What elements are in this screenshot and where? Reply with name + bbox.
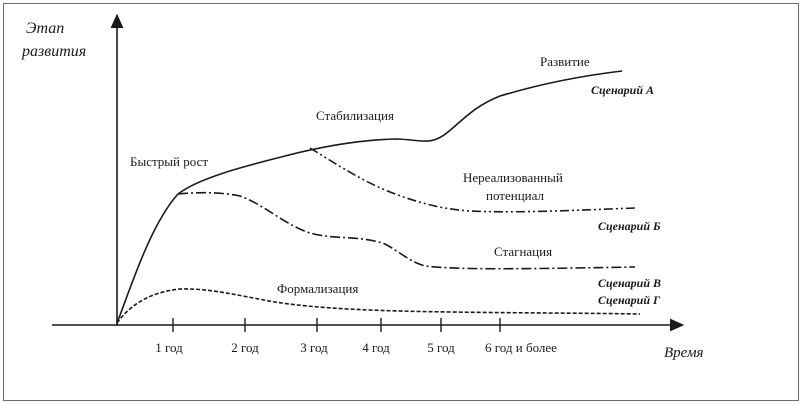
x-tick-label-4: 4 год bbox=[362, 340, 390, 355]
y-axis-label-line1: Этап bbox=[26, 20, 64, 37]
figure-frame bbox=[3, 3, 799, 401]
stage-formalization: Формализация bbox=[277, 281, 358, 296]
scenario-a-curve bbox=[116, 70, 623, 324]
scenario-v-label: Сценарий В bbox=[598, 276, 661, 290]
x-tick-marks bbox=[172, 318, 501, 332]
scenario-b-label: Сценарий Б bbox=[598, 219, 661, 233]
stage-stabilization: Стабилизация bbox=[316, 108, 394, 123]
x-axis-label: Время bbox=[664, 345, 704, 361]
stage-unrealized-line1: Нереализованный bbox=[463, 170, 563, 185]
scenario-v-curve bbox=[177, 191, 636, 270]
x-tick-label-5: 5 год bbox=[427, 340, 455, 355]
x-tick-label-2: 2 год bbox=[231, 340, 259, 355]
x-tick-label-3: 3 год bbox=[300, 340, 328, 355]
stage-development: Развитие bbox=[540, 54, 590, 69]
y-axis-label-line2: развития bbox=[21, 43, 86, 60]
scenario-g-label: Сценарий Г bbox=[598, 293, 661, 307]
x-tick-label-6: 6 год и более bbox=[485, 340, 557, 355]
scenario-a-label: Сценарий А bbox=[591, 83, 654, 97]
stage-unrealized-line2: потенциал bbox=[486, 188, 544, 203]
stage-rapid-growth: Быстрый рост bbox=[130, 154, 208, 169]
scenario-g-curve bbox=[116, 288, 641, 324]
stage-stagnation: Стагнация bbox=[494, 244, 552, 259]
scenario-b-curve bbox=[309, 147, 636, 213]
x-tick-label-1: 1 год bbox=[155, 340, 183, 355]
